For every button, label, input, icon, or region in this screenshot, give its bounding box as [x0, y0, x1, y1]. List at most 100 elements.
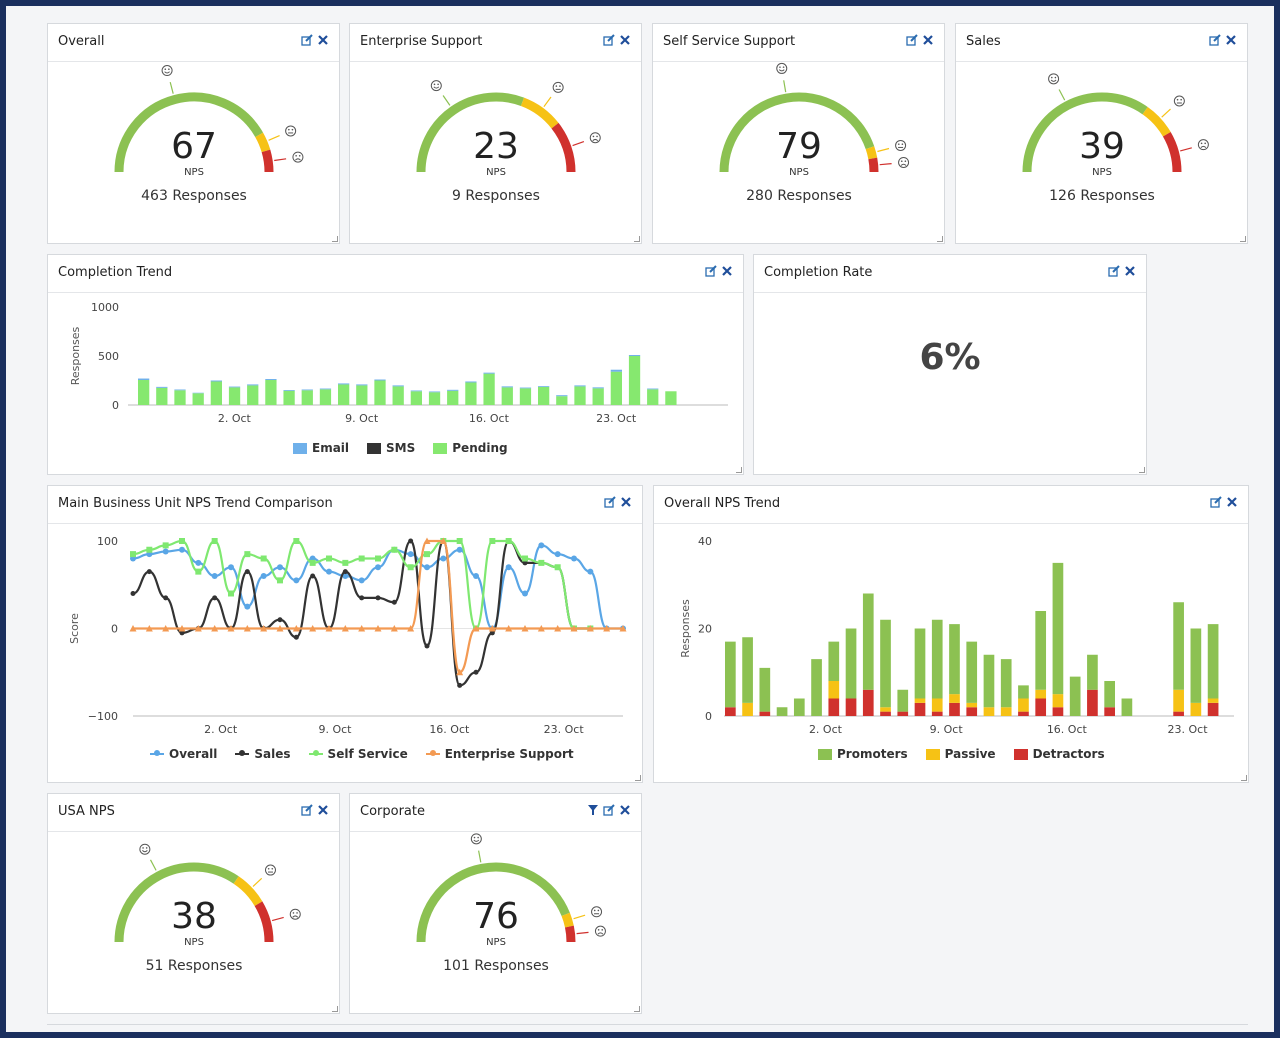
response-count: 9 Responses [452, 188, 540, 204]
point-self-service [195, 568, 202, 575]
close-icon[interactable] [317, 34, 329, 46]
resize-handle[interactable] [1241, 775, 1247, 781]
close-icon[interactable] [1226, 496, 1238, 508]
legend-item[interactable]: Enterprise Support [425, 747, 574, 761]
close-icon[interactable] [620, 496, 632, 508]
filter-icon[interactable] [587, 804, 599, 816]
bar-email [301, 389, 313, 391]
point-self-service [244, 551, 251, 558]
edit-icon[interactable] [603, 804, 615, 816]
point-enterprise-support [570, 625, 578, 632]
bar-promoters [897, 689, 909, 712]
point-sales [146, 569, 152, 575]
point-self-service [358, 555, 365, 562]
bar-passive [1035, 689, 1047, 699]
bar-email [392, 385, 404, 387]
bar-pending [319, 389, 332, 405]
close-icon[interactable] [721, 265, 733, 277]
legend-item[interactable]: Pending [433, 441, 508, 455]
legend-item[interactable]: SMS [367, 441, 415, 455]
edit-icon[interactable] [1209, 34, 1221, 46]
resize-handle[interactable] [634, 1006, 640, 1012]
legend-item[interactable]: Passive [925, 747, 996, 761]
point-overall [195, 559, 202, 566]
gauge-promoters-arc [1022, 92, 1148, 173]
response-count: 463 Responses [141, 188, 247, 204]
point-sales [359, 595, 365, 601]
resize-handle[interactable] [937, 236, 943, 242]
widget-title: Completion Trend [58, 265, 173, 280]
bottom-divider [47, 1024, 1248, 1025]
legend-item[interactable]: Promoters [818, 747, 908, 761]
bar-passive [1018, 698, 1029, 712]
close-icon[interactable] [1225, 34, 1237, 46]
bar-detractors [966, 707, 978, 716]
point-enterprise-support [358, 625, 366, 632]
y-tick-label: 500 [98, 350, 119, 363]
point-self-service [538, 559, 545, 566]
legend-item[interactable]: Self Service [308, 747, 408, 761]
point-overall [456, 546, 463, 553]
point-enterprise-support [374, 625, 382, 632]
legend-item[interactable]: Sales [235, 747, 291, 761]
point-overall [407, 551, 414, 558]
resize-handle[interactable] [736, 467, 742, 473]
resize-handle[interactable] [634, 236, 640, 242]
resize-handle[interactable] [332, 1006, 338, 1012]
resize-handle[interactable] [635, 775, 641, 781]
bar-pending [628, 356, 641, 405]
legend-item[interactable]: Detractors [1013, 747, 1105, 761]
point-overall [375, 564, 381, 571]
bar-detractors [914, 702, 926, 716]
bar-promoters [1173, 602, 1184, 690]
legend-item[interactable]: Overall [150, 747, 217, 761]
point-enterprise-support [456, 668, 464, 676]
gauge-detractors-arc [1162, 132, 1182, 173]
bar-passive [966, 702, 978, 708]
y-axis-label: Responses [69, 326, 82, 385]
widget-title: Overall [58, 34, 105, 49]
edit-icon[interactable] [906, 34, 918, 46]
bar-pending [374, 380, 386, 405]
edit-icon[interactable] [603, 34, 615, 46]
resize-handle[interactable] [1139, 467, 1145, 473]
bar-email [574, 385, 586, 387]
legend-item[interactable]: Email [293, 441, 349, 455]
resize-handle[interactable] [1240, 236, 1246, 242]
point-overall [293, 577, 300, 584]
close-icon[interactable] [619, 804, 631, 816]
edit-icon[interactable] [1108, 265, 1120, 277]
resize-handle[interactable] [332, 236, 338, 242]
point-sales [130, 591, 136, 596]
close-icon[interactable] [317, 804, 329, 816]
gauge-passive-arc [233, 876, 263, 907]
widget-self-service-support: Self Service Support 79 NPS 280 Responses [652, 23, 945, 244]
bar-pending [428, 392, 441, 405]
line-sales [132, 539, 591, 687]
point-self-service [130, 551, 136, 558]
edit-icon[interactable] [604, 496, 616, 508]
edit-icon[interactable] [301, 804, 313, 816]
edit-icon[interactable] [705, 265, 717, 277]
close-icon[interactable] [619, 34, 631, 46]
point-overall [342, 573, 349, 579]
edit-icon[interactable] [301, 34, 313, 46]
nps-score: 23 [473, 126, 519, 167]
edit-icon[interactable] [1210, 496, 1222, 508]
point-sales [293, 634, 299, 640]
bar-pending [519, 388, 532, 405]
point-overall [538, 542, 545, 549]
bar-pending [138, 380, 150, 405]
bar-email [483, 372, 495, 374]
gauge-pointer-line [576, 931, 589, 935]
point-self-service [424, 551, 430, 558]
gauge-passive-arc [865, 146, 878, 160]
close-icon[interactable] [1124, 265, 1136, 277]
nps-unit-label: NPS [184, 937, 204, 948]
completion-trend-chart: Responses 1000 500 0 2. Oct 9. Oct 16. Oct 23. … [69, 301, 728, 425]
point-self-service [342, 559, 349, 566]
legend-label: Promoters [837, 747, 908, 761]
bar-promoters [914, 628, 926, 699]
close-icon[interactable] [922, 34, 934, 46]
